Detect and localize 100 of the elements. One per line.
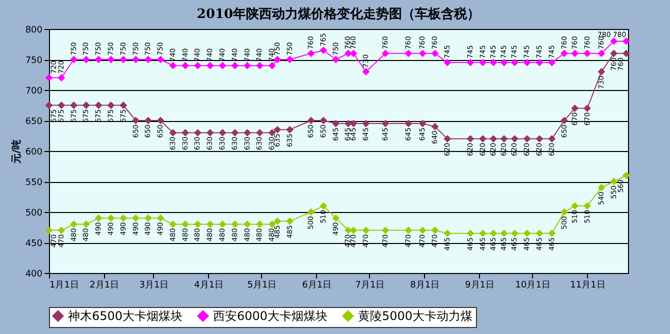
point [45, 226, 53, 234]
legend-label: 神木6500大卡烟煤块 [68, 309, 183, 323]
point [70, 102, 78, 109]
point [431, 226, 439, 234]
point [320, 46, 328, 54]
point [350, 120, 358, 128]
point [169, 128, 177, 136]
point [490, 135, 498, 143]
point [500, 230, 508, 238]
point [107, 56, 115, 64]
point [479, 135, 487, 143]
point [332, 120, 340, 128]
point [244, 128, 252, 136]
point [244, 62, 252, 70]
point [156, 56, 164, 64]
point [218, 62, 226, 70]
y-tick-label: 800 [25, 26, 43, 36]
point [307, 50, 315, 58]
point [268, 128, 276, 136]
y-tick-label: 550 [25, 178, 43, 188]
legend-label: 西安6000大卡烟煤块 [213, 309, 328, 323]
point [362, 120, 370, 128]
point [548, 58, 556, 66]
x-tick-label: 5月1日 [247, 280, 277, 290]
point [94, 214, 102, 222]
legend-label: 黄陵5000大卡动力煤 [358, 309, 473, 323]
point [307, 208, 315, 216]
point [500, 58, 508, 66]
point [404, 50, 412, 58]
point [536, 230, 544, 238]
point [523, 58, 531, 66]
point [571, 104, 579, 112]
point [268, 220, 276, 228]
x-tick-label: 2月1日 [90, 280, 120, 290]
point [206, 220, 214, 228]
point [256, 128, 264, 136]
y-tick-label: 600 [25, 148, 43, 158]
point [218, 128, 226, 136]
point [182, 62, 190, 70]
point [132, 214, 140, 222]
point [466, 230, 474, 238]
point [344, 226, 352, 234]
point [286, 217, 294, 225]
point [431, 50, 439, 58]
y-tick-label: 450 [25, 239, 43, 249]
chart-title: 2010年陕西动力煤价格变化走势图（车板含税） [196, 6, 480, 22]
point [268, 62, 276, 70]
point [94, 56, 102, 64]
point [206, 62, 214, 70]
point [182, 128, 190, 136]
point [598, 50, 606, 58]
point [548, 230, 556, 238]
point [548, 135, 556, 143]
point [418, 50, 426, 58]
point [362, 68, 370, 76]
point [182, 220, 190, 228]
point [622, 50, 630, 58]
point [510, 230, 518, 238]
y-tick-label: 750 [25, 56, 43, 66]
point [610, 50, 618, 58]
point [70, 220, 78, 228]
point [444, 230, 452, 238]
point [479, 58, 487, 66]
point [244, 220, 252, 228]
point [510, 58, 518, 66]
point [622, 172, 630, 180]
y-tick-label: 500 [25, 208, 43, 218]
point [256, 62, 264, 70]
point [571, 202, 579, 210]
point [156, 116, 164, 124]
x-tick-label: 4月1日 [194, 280, 224, 290]
point [444, 58, 452, 66]
point [418, 226, 426, 234]
point [144, 214, 152, 222]
point [156, 214, 164, 222]
point [274, 217, 282, 225]
point [382, 226, 390, 234]
point [58, 226, 66, 234]
point [382, 120, 390, 128]
point [332, 214, 340, 222]
point [523, 135, 531, 143]
point [256, 220, 264, 228]
point [120, 102, 128, 109]
x-tick-label: 10月1日 [515, 280, 550, 290]
point [571, 50, 579, 58]
y-tick-label: 650 [25, 117, 43, 127]
y-tick-label: 400 [25, 270, 43, 280]
point [307, 116, 315, 124]
x-tick-label: 9月1日 [465, 280, 494, 290]
point [610, 37, 618, 45]
point [610, 178, 618, 186]
x-tick-label: 3月1日 [139, 280, 169, 290]
y-tick-label: 700 [25, 86, 43, 96]
point [500, 135, 508, 143]
point [58, 102, 66, 109]
point [418, 120, 426, 128]
point [194, 128, 202, 136]
point [622, 37, 630, 45]
point [94, 102, 102, 109]
point [286, 126, 294, 134]
